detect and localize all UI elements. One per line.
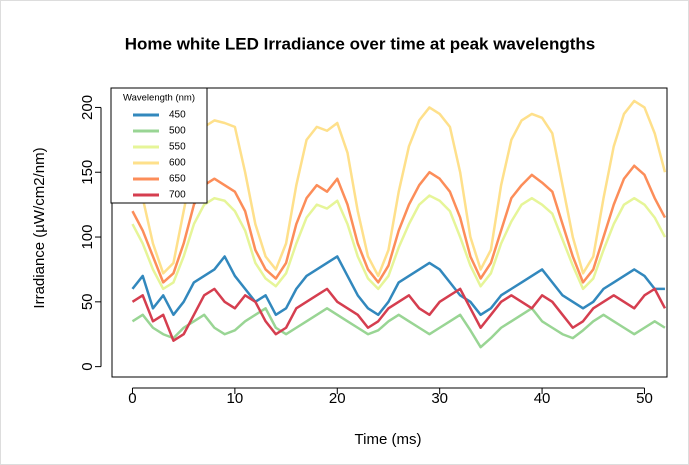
- legend-label: 500: [169, 126, 186, 137]
- y-tick-label: 150: [79, 160, 96, 185]
- series-line: [131, 164, 667, 284]
- legend-label: 650: [169, 174, 186, 185]
- y-tick-label: 50: [79, 293, 96, 310]
- x-tick-label: 50: [636, 390, 653, 407]
- plot-box: [111, 87, 668, 378]
- y-tick-label: 200: [79, 95, 96, 120]
- y-tick-label: 100: [79, 225, 96, 250]
- legend-title: Wavelength (nm): [123, 93, 195, 104]
- x-tick-label: 20: [329, 390, 346, 407]
- chart-title: Home white LED Irradiance over time at p…: [125, 34, 596, 53]
- y-tick-label: 0: [79, 362, 96, 370]
- legend-label: 700: [169, 190, 186, 201]
- series-line: [131, 194, 667, 291]
- x-tick-label: 30: [431, 390, 448, 407]
- x-axis-label: Time (ms): [355, 431, 422, 448]
- y-axis-label: Irradiance (µW/cm2/nm): [31, 147, 48, 308]
- series-line: [131, 255, 665, 317]
- x-tick-label: 0: [128, 390, 136, 407]
- legend-label: 550: [169, 142, 186, 153]
- legend-label: 600: [169, 158, 186, 169]
- x-tick-label: 10: [227, 390, 244, 407]
- series-line: [131, 307, 666, 349]
- x-tick-label: 40: [534, 390, 551, 407]
- legend-label: 450: [169, 110, 186, 121]
- series-line: [131, 99, 667, 278]
- series-line: [131, 287, 667, 342]
- plot-lines: [131, 99, 667, 349]
